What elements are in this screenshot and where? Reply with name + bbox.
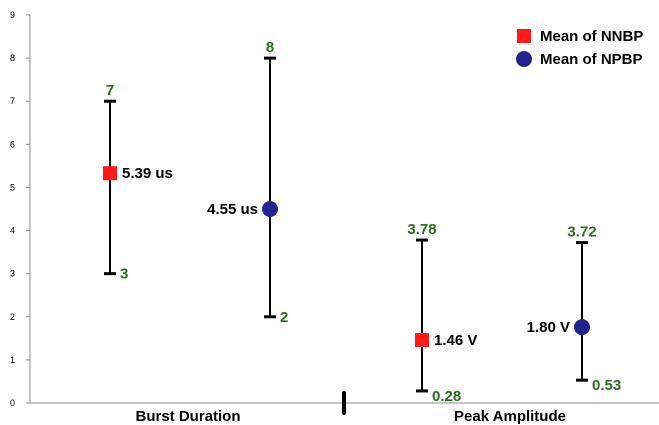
mean-marker-circle xyxy=(574,319,590,336)
mean-value-label: 5.39 us xyxy=(122,165,173,182)
min-value-label: 0.53 xyxy=(592,377,621,394)
legend: Mean of NNBP Mean of NPBP xyxy=(516,28,643,68)
legend-circle-icon xyxy=(516,51,532,67)
y-tick-label: 6 xyxy=(10,139,15,149)
error-bar-group: 7 3 5.39 us xyxy=(103,82,173,283)
mean-marker-square xyxy=(103,166,117,181)
y-tick-label: 9 xyxy=(10,10,15,20)
min-value-label: 0.28 xyxy=(432,388,461,405)
legend-label: Mean of NPBP xyxy=(540,51,643,68)
min-value-label: 3 xyxy=(120,266,128,283)
min-value-label: 2 xyxy=(280,309,288,326)
max-value-label: 3.72 xyxy=(567,224,596,241)
y-axis-ticks: 0 1 2 3 4 5 6 7 8 9 xyxy=(10,10,30,408)
y-tick-label: 7 xyxy=(10,96,15,106)
legend-item: Mean of NNBP xyxy=(517,28,643,45)
mean-value-label: 1.80 V xyxy=(527,319,570,336)
y-tick-label: 1 xyxy=(10,355,15,365)
error-bar-group: 3.78 0.28 1.46 V xyxy=(407,221,477,405)
max-value-label: 7 xyxy=(106,82,114,99)
legend-item: Mean of NPBP xyxy=(516,51,643,68)
y-tick-label: 3 xyxy=(10,269,15,279)
y-tick-label: 8 xyxy=(10,53,15,63)
y-tick-label: 2 xyxy=(10,312,15,322)
y-tick-label: 4 xyxy=(10,226,15,236)
axes xyxy=(29,15,659,415)
y-tick-label: 5 xyxy=(10,182,15,192)
x-category-label: Peak Amplitude xyxy=(454,408,566,425)
error-bar-group: 3.72 0.53 1.80 V xyxy=(527,224,622,395)
error-bar-group: 8 2 4.55 us xyxy=(207,39,288,326)
legend-square-icon xyxy=(517,29,531,43)
mean-value-label: 1.46 V xyxy=(434,332,477,349)
x-category-label: Burst Duration xyxy=(136,408,241,425)
x-axis-categories: Burst Duration Peak Amplitude xyxy=(136,408,566,425)
max-value-label: 3.78 xyxy=(407,221,436,238)
data-marks: 7 3 5.39 us 3.78 0.28 1.46 V 8 2 4.55 us 3.72 0.53… xyxy=(103,39,621,405)
mean-marker-square xyxy=(415,333,429,348)
max-value-label: 8 xyxy=(266,39,274,56)
mean-marker-circle xyxy=(262,201,278,217)
y-tick-label: 0 xyxy=(10,398,15,408)
legend-label: Mean of NNBP xyxy=(540,28,643,45)
mean-value-label: 4.55 us xyxy=(207,201,258,218)
